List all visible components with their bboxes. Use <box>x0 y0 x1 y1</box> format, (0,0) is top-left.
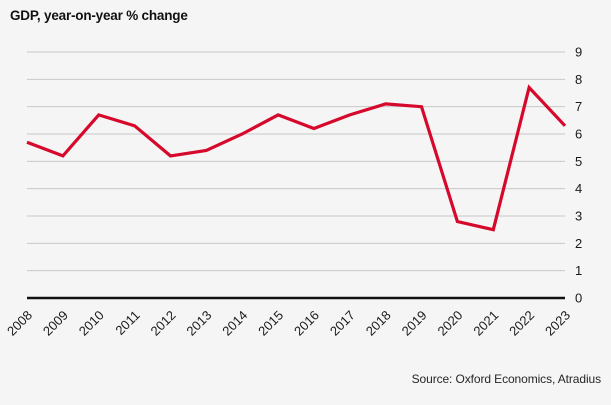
y-tick-label: 1 <box>575 263 582 278</box>
x-tick-label: 2015 <box>255 308 286 339</box>
x-tick-label: 2013 <box>183 308 214 339</box>
x-tick-label: 2010 <box>76 308 107 339</box>
x-tick-label: 2020 <box>434 308 465 339</box>
x-tick-label: 2022 <box>506 308 537 339</box>
x-tick-label: 2009 <box>40 308 71 339</box>
chart-title: GDP, year-on-year % change <box>10 8 188 23</box>
x-tick-label: 2012 <box>148 308 179 339</box>
x-tick-label: 2017 <box>327 308 358 339</box>
x-tick-label: 2014 <box>219 308 250 339</box>
x-tick-label: 2018 <box>363 308 394 339</box>
x-tick-label: 2019 <box>399 308 430 339</box>
x-tick-label: 2023 <box>542 308 573 339</box>
source-caption: Source: Oxford Economics, Atradius <box>411 372 601 386</box>
x-tick-label: 2016 <box>291 308 322 339</box>
gdp-series-line <box>26 84 567 232</box>
y-tick-label: 0 <box>575 291 582 306</box>
y-tick-label: 4 <box>575 181 582 196</box>
y-tick-label: 9 <box>575 45 582 60</box>
y-tick-label: 2 <box>575 236 582 251</box>
y-tick-label: 7 <box>575 99 582 114</box>
y-tick-label: 3 <box>575 209 582 224</box>
y-tick-label: 5 <box>575 154 582 169</box>
x-tick-label: 2008 <box>4 308 35 339</box>
y-tick-label: 6 <box>575 127 582 142</box>
x-tick-label: 2011 <box>112 308 142 338</box>
y-tick-label: 8 <box>575 72 582 87</box>
x-tick-label: 2021 <box>470 308 501 339</box>
